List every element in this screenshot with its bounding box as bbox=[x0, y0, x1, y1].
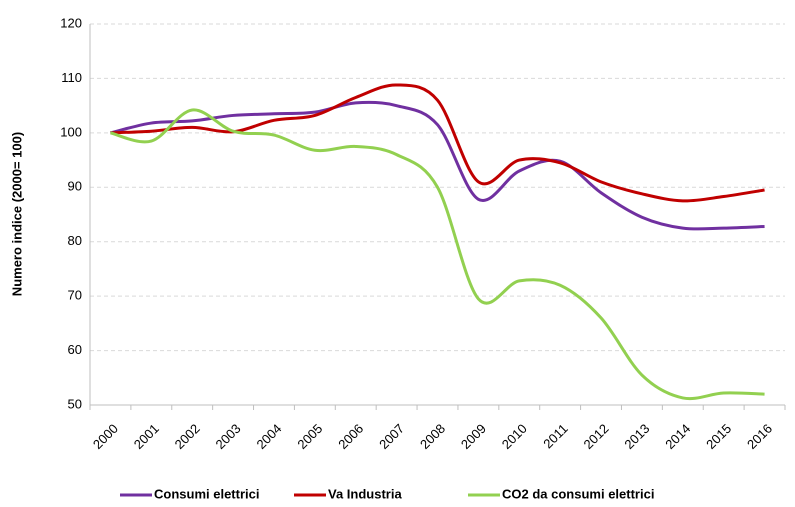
y-tick-label: 120 bbox=[60, 15, 82, 30]
y-tick-label: 100 bbox=[60, 124, 82, 139]
x-tick-label: 2009 bbox=[458, 421, 489, 452]
legend-label: Consumi elettrici bbox=[154, 486, 259, 501]
x-tick-label: 2013 bbox=[621, 421, 652, 452]
x-tick-label: 2014 bbox=[662, 421, 693, 452]
x-tick-label: 2000 bbox=[90, 421, 121, 452]
y-tick-label: 110 bbox=[61, 70, 82, 85]
x-tick-label: 2008 bbox=[417, 421, 448, 452]
x-tick-label: 2002 bbox=[172, 421, 203, 452]
x-tick-label: 2001 bbox=[131, 421, 162, 452]
y-tick-label: 80 bbox=[68, 233, 82, 248]
y-axis-label: Numero indice (2000= 100) bbox=[9, 132, 24, 296]
x-tick-label: 2006 bbox=[335, 421, 366, 452]
series-line bbox=[110, 100, 765, 231]
x-tick-label: 2012 bbox=[581, 421, 612, 452]
series-line bbox=[110, 83, 765, 203]
legend-label: CO2 da consumi elettrici bbox=[502, 486, 654, 501]
x-tick-label: 2010 bbox=[499, 421, 530, 452]
x-tick-label: 2005 bbox=[294, 421, 325, 452]
x-tick-label: 2003 bbox=[213, 421, 244, 452]
x-tick-label: 2016 bbox=[744, 421, 775, 452]
series-line bbox=[110, 108, 765, 401]
legend-label: Va Industria bbox=[328, 486, 402, 501]
y-tick-label: 70 bbox=[68, 288, 82, 303]
x-tick-label: 2011 bbox=[540, 421, 570, 451]
y-tick-label: 60 bbox=[68, 342, 82, 357]
y-tick-label: 50 bbox=[68, 396, 82, 411]
y-tick-label: 90 bbox=[68, 179, 82, 194]
x-tick-label: 2004 bbox=[253, 421, 284, 452]
x-tick-label: 2015 bbox=[703, 421, 734, 452]
x-tick-label: 2007 bbox=[376, 421, 407, 452]
